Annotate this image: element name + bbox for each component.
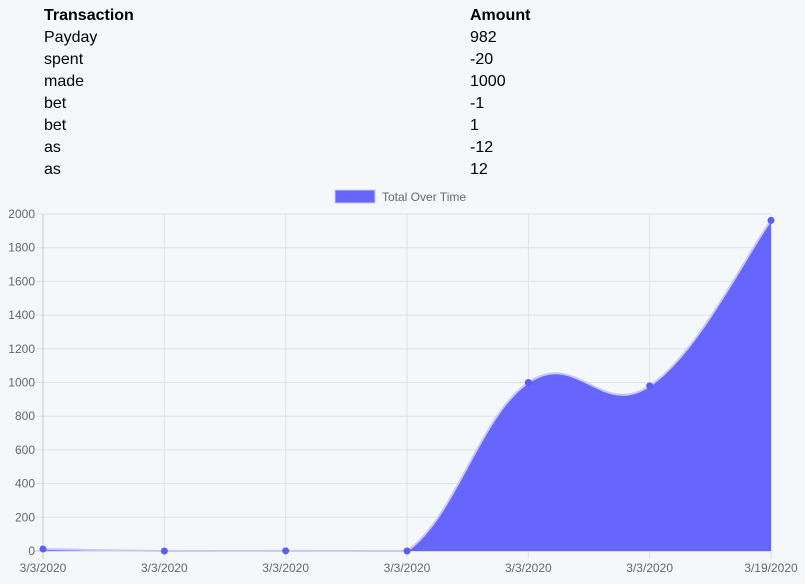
x-tick-label: 3/3/2020 <box>20 561 67 575</box>
y-tick-label: 800 <box>15 409 35 423</box>
transactions-table: Transaction Amount Payday 982 spent -20 … <box>42 5 530 181</box>
transaction-name: as <box>44 161 61 178</box>
y-tick-label: 1600 <box>8 274 35 288</box>
transaction-name: as <box>44 139 61 156</box>
x-tick-label: 3/19/2020 <box>744 561 798 575</box>
transaction-amount: 12 <box>470 161 488 178</box>
data-point <box>767 216 775 224</box>
table-row: bet 1 <box>42 115 530 137</box>
data-point <box>39 545 47 553</box>
column-header-amount: Amount <box>470 7 531 24</box>
legend-label: Total Over Time <box>382 190 466 204</box>
y-tick-label: 600 <box>15 443 35 457</box>
x-tick-label: 3/3/2020 <box>384 561 431 575</box>
x-tick-label: 3/3/2020 <box>505 561 552 575</box>
x-tick-label: 3/3/2020 <box>626 561 673 575</box>
table-row: bet -1 <box>42 93 530 115</box>
y-tick-label: 200 <box>15 510 35 524</box>
y-tick-label: 400 <box>15 477 35 491</box>
transaction-name: bet <box>44 117 67 134</box>
table-row: as -12 <box>42 137 530 159</box>
table-row: as 12 <box>42 159 530 181</box>
transaction-amount: 1 <box>470 117 479 134</box>
y-tick-label: 1200 <box>8 342 35 356</box>
series-area <box>43 220 771 551</box>
y-tick-label: 2000 <box>8 207 35 221</box>
y-tick-label: 0 <box>28 544 35 558</box>
data-point <box>282 547 290 555</box>
y-tick-label: 1800 <box>8 241 35 255</box>
table-row: Payday 982 <box>42 27 530 49</box>
transaction-amount: 1000 <box>470 73 506 90</box>
legend-swatch <box>334 189 376 204</box>
transaction-amount: -12 <box>470 139 494 156</box>
data-point <box>403 547 411 555</box>
x-tick-label: 3/3/2020 <box>141 561 188 575</box>
data-point <box>646 382 654 390</box>
column-header-transaction: Transaction <box>44 7 134 24</box>
table-row: made 1000 <box>42 71 530 93</box>
transaction-amount: -20 <box>470 51 494 68</box>
x-tick-label: 3/3/2020 <box>262 561 309 575</box>
transaction-name: Payday <box>44 29 98 46</box>
table-row: spent -20 <box>42 49 530 71</box>
transaction-name: bet <box>44 95 67 112</box>
transaction-amount: -1 <box>470 95 485 112</box>
transaction-name: spent <box>44 51 84 68</box>
series-line <box>42 219 772 553</box>
y-tick-label: 1400 <box>8 308 35 322</box>
table-header-row: Transaction Amount <box>42 5 530 27</box>
data-point <box>524 379 532 386</box>
transaction-amount: 982 <box>470 29 497 46</box>
transaction-name: made <box>44 73 85 90</box>
data-point <box>160 547 168 555</box>
y-tick-label: 1000 <box>8 376 35 390</box>
